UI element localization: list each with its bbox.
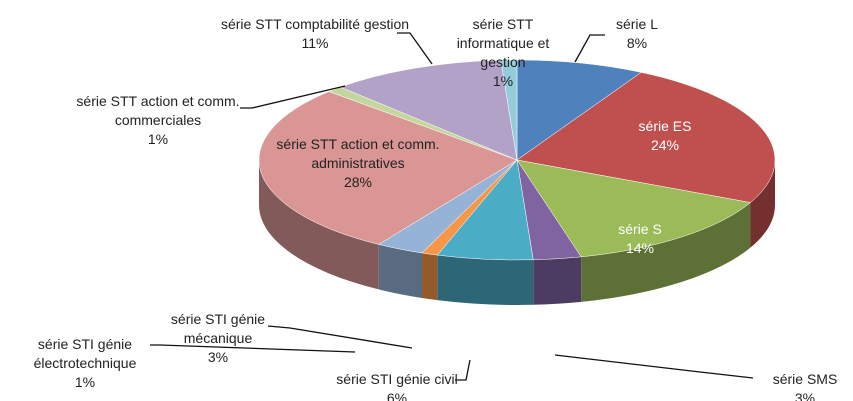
value-label: 6%	[386, 390, 408, 401]
value-label: 3%	[794, 390, 816, 401]
category-label: série L	[615, 16, 659, 32]
slice	[500, 59, 518, 161]
value-label: 1%	[147, 131, 169, 147]
slice	[516, 72, 776, 203]
leader-line	[554, 354, 754, 379]
value-label: 14%	[625, 240, 655, 256]
category-label: série ES	[638, 118, 692, 134]
category-label: série STT action et comm. administrative…	[276, 136, 440, 171]
value-label: 1%	[492, 73, 514, 89]
slice-side	[437, 255, 534, 305]
slice-side	[422, 252, 438, 301]
leader-line	[397, 32, 433, 65]
value-label: 3%	[207, 349, 229, 365]
leader-line	[267, 325, 413, 349]
data-label: série S 14%	[580, 220, 700, 258]
data-label: série L 8%	[592, 15, 682, 53]
category-label: série SMS	[772, 371, 838, 387]
data-label: série STI génie mécanique 3%	[148, 310, 288, 367]
data-label: série SMS 3%	[755, 370, 853, 401]
category-label: série STI génie mécanique	[170, 311, 266, 346]
category-label: série STI génie civil	[336, 371, 458, 387]
data-label: série STT informatique et gestion 1%	[443, 15, 563, 91]
slice-side	[533, 256, 582, 305]
category-label: série S	[618, 221, 662, 237]
category-label: série STT comptabilité gestion	[220, 16, 410, 32]
data-label: série STT action et comm. commerciales 1%	[63, 92, 253, 149]
slice	[516, 59, 642, 161]
value-label: 11%	[301, 35, 329, 51]
leader-line	[150, 344, 356, 353]
leader-line	[240, 85, 346, 109]
leader-line	[574, 34, 605, 63]
category-label: série STT action et comm. commerciales	[76, 93, 240, 128]
value-label: 8%	[626, 35, 648, 51]
value-label: 28%	[343, 174, 373, 190]
data-label: série STI génie électrotechnique 1%	[5, 335, 165, 392]
slice-side	[259, 160, 379, 290]
data-label: série STT action et comm. administrative…	[273, 135, 443, 192]
slice	[516, 159, 752, 258]
value-label: 24%	[650, 137, 680, 153]
leader-line	[455, 359, 471, 381]
slice	[258, 91, 518, 245]
category-label: série STI génie électrotechnique	[33, 336, 137, 371]
slice	[339, 59, 518, 161]
slice-side	[378, 244, 423, 298]
category-label: série STT informatique et gestion	[456, 16, 550, 70]
data-label: série STI génie civil 6%	[292, 370, 502, 401]
value-label: 1%	[74, 374, 96, 390]
data-label: série ES 24%	[605, 117, 725, 155]
data-label: série STT comptabilité gestion 11%	[215, 15, 415, 53]
